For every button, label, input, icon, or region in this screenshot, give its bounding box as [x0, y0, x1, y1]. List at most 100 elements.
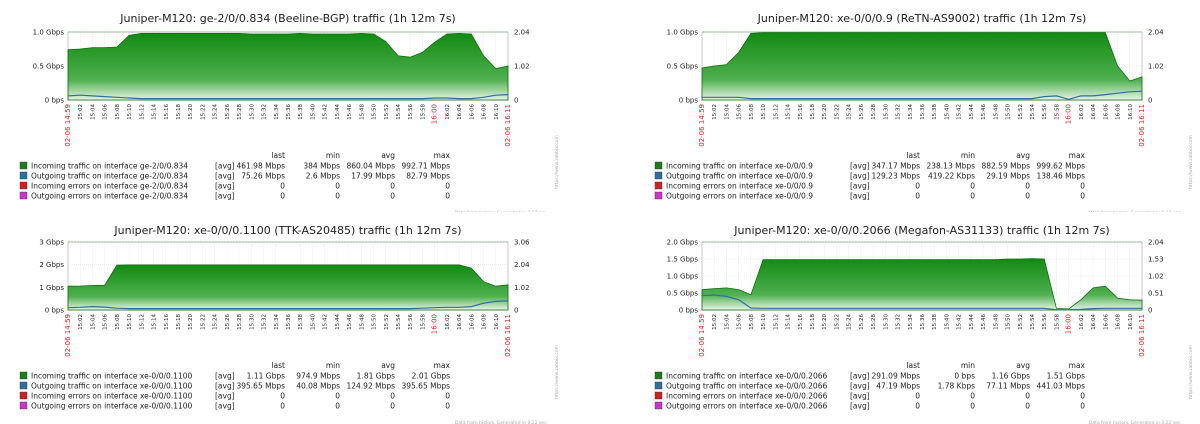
legend-value-min: 0	[970, 192, 975, 201]
x-tick-label: 15:16	[164, 314, 170, 330]
legend-value-max: 395.65 Mbps	[401, 382, 450, 391]
x-tick-label: 15:14	[152, 314, 158, 330]
x-tick-label: 15:34	[908, 104, 914, 120]
traffic-graph: Juniper-M120: ge-2/0/0.834 (Beeline-BGP)…	[19, 12, 560, 212]
legend-series-name: Outgoing traffic on interface xe-0/0/0.2…	[666, 382, 827, 391]
legend-value-avg: 124.92 Mbps	[346, 382, 395, 391]
x-tick-label: 15:18	[176, 104, 182, 120]
legend-series-name: Incoming traffic on interface xe-0/0/0.9	[666, 162, 813, 171]
x-tick-label: 15:24	[847, 104, 853, 120]
x-tick-label: 15:10	[127, 104, 133, 120]
x-tick-label: 15:30	[249, 314, 255, 330]
x-tick-label: 15:38	[298, 314, 304, 330]
x-tick-label: 15:10	[761, 314, 767, 330]
x-tick-label: 16:08	[482, 314, 488, 330]
legend-header: max	[434, 151, 451, 160]
legend-series-name: Outgoing errors on interface xe-0/0/0.11…	[31, 402, 193, 411]
x-tick-label: 15:40	[310, 104, 316, 120]
x-tick-label: 15:36	[286, 314, 292, 330]
traffic-graph: Juniper-M120: xe-0/0/0.9 (ReTN-AS9002) t…	[654, 12, 1194, 212]
x-tick-label: 15:06	[103, 104, 109, 120]
legend-value-max: 0	[1080, 182, 1085, 191]
legend-value-max: 0	[1080, 392, 1085, 401]
x-tick-label: 16:02	[445, 314, 451, 330]
legend-swatch	[19, 191, 28, 200]
x-tick-label: 15:50	[1006, 314, 1012, 330]
x-tick-label: 15:44	[969, 104, 975, 120]
legend-value-min: 384 Mbps	[303, 162, 340, 171]
x-tick-label: 16:08	[1116, 314, 1122, 330]
x-tick-label: 15:08	[749, 314, 755, 330]
x-tick-label: 16:10	[494, 314, 500, 330]
x-tick-label: 15:12	[773, 104, 779, 120]
x-tick-label: 15:04	[90, 314, 96, 330]
legend-swatch	[654, 191, 663, 200]
x-tick-label: 15:54	[396, 314, 402, 330]
legend-value-min: 0	[335, 192, 340, 201]
x-tick-label: 15:58	[420, 314, 426, 330]
x-tick-label: 15:06	[737, 314, 743, 330]
y-tick-right: 1.02	[1148, 63, 1164, 71]
x-tick-label: 15:32	[262, 104, 268, 120]
y-tick-right: 2.04	[514, 261, 530, 269]
x-tick-label: 15:24	[847, 314, 853, 330]
legend-swatch	[654, 171, 663, 180]
x-tick-label: 15:44	[969, 314, 975, 330]
x-tick-label: 15:28	[237, 104, 243, 120]
legend-agg: [avg]	[215, 402, 235, 411]
x-tick-label: 15:50	[372, 104, 378, 120]
legend-value-last: 0	[280, 402, 285, 411]
x-tick-label: 16:10	[1128, 314, 1134, 330]
x-tick-label: 15:14	[152, 104, 158, 120]
legend-value-max: 138.46 Mbps	[1036, 172, 1085, 181]
x-tick-label: 15:56	[408, 314, 414, 330]
y-tick-left: 0.5 Gbps	[667, 290, 699, 298]
x-tick-label: 15:54	[396, 104, 402, 120]
x-tick-label: 15:04	[724, 314, 730, 330]
y-tick-left: 1.0 Gbps	[33, 29, 65, 37]
legend-header: max	[1069, 361, 1086, 370]
x-tick-label: 15:54	[1030, 104, 1036, 120]
y-tick-left: 0 bps	[45, 97, 65, 105]
x-tick-label: 15:26	[859, 314, 865, 330]
legend-value-last: 0	[915, 182, 920, 191]
legend-value-max: 0	[1080, 192, 1085, 201]
legend-agg: [avg]	[850, 392, 870, 401]
y-tick-left: 3 Gbps	[39, 239, 64, 247]
legend-value-avg: 882.59 Mbps	[981, 162, 1030, 171]
x-tick-label: 16:02	[1079, 314, 1085, 330]
x-tick-label: 15:38	[298, 104, 304, 120]
x-tick-label: 15:18	[810, 314, 816, 330]
y-tick-left: 0.5 Gbps	[33, 63, 65, 71]
x-tick-label: 02-06 16:11	[504, 104, 512, 147]
footer-generated: Data from history. Generated in 0.22 sec…	[455, 420, 548, 424]
legend-value-last: 47.19 Mbps	[876, 382, 920, 391]
x-tick-label: 15:42	[323, 104, 329, 120]
x-tick-label: 16:00	[1065, 314, 1073, 334]
legend-series-name: Incoming traffic on interface xe-0/0/0.1…	[31, 372, 193, 381]
x-tick-label: 15:32	[896, 104, 902, 120]
x-tick-label: 15:14	[786, 104, 792, 120]
x-tick-label: 16:04	[457, 314, 463, 330]
legend-agg: [avg]	[215, 192, 235, 201]
x-tick-label: 16:08	[1116, 104, 1122, 120]
outgoing-traffic-line	[67, 300, 509, 310]
x-tick-label: 15:24	[213, 314, 219, 330]
legend-header: avg	[381, 361, 395, 370]
y-tick-left: 0 bps	[45, 307, 65, 315]
y-tick-right: 1.02	[514, 63, 530, 71]
footer-generated: Data from history. Generated in 0.22 sec…	[1089, 420, 1182, 424]
legend-swatch	[19, 171, 28, 180]
x-tick-label: 16:04	[457, 104, 463, 120]
legend-value-avg: 1.81 Gbps	[357, 372, 395, 381]
x-tick-label: 02-06 14:59	[64, 104, 72, 147]
x-tick-label: 15:16	[164, 104, 170, 120]
x-tick-label: 15:46	[981, 104, 987, 120]
traffic-graph: Juniper-M120: xe-0/0/0.1100 (TTK-AS20485…	[19, 224, 560, 424]
legend-value-avg: 1.16 Gbps	[992, 372, 1030, 381]
x-tick-label: 02-06 16:11	[504, 314, 512, 357]
x-tick-label: 02-06 16:11	[1138, 104, 1146, 147]
x-tick-label: 15:38	[932, 104, 938, 120]
x-tick-label: 15:38	[932, 314, 938, 330]
footer-generated: Data from history. Generated in 0.22 sec…	[1089, 210, 1182, 212]
